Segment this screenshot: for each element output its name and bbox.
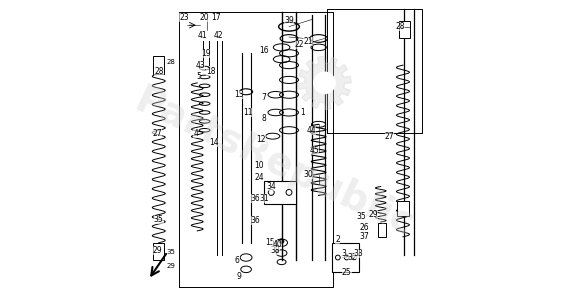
FancyBboxPatch shape — [153, 243, 164, 260]
Text: 14: 14 — [209, 138, 218, 147]
Text: 39: 39 — [284, 16, 294, 25]
Text: 9: 9 — [236, 272, 241, 281]
Text: 4: 4 — [193, 129, 198, 138]
Text: 17: 17 — [212, 13, 221, 22]
Text: 18: 18 — [206, 67, 216, 75]
Polygon shape — [298, 56, 351, 110]
Text: 20: 20 — [200, 13, 209, 22]
Text: 29: 29 — [153, 246, 162, 255]
Text: 44: 44 — [306, 126, 316, 135]
Circle shape — [335, 255, 340, 260]
Text: 16: 16 — [259, 46, 269, 55]
Circle shape — [344, 255, 349, 260]
FancyBboxPatch shape — [398, 21, 410, 38]
Text: PartsRepublic: PartsRepublic — [128, 81, 420, 244]
Text: 29: 29 — [166, 263, 175, 269]
Text: 12: 12 — [256, 135, 266, 144]
FancyBboxPatch shape — [378, 223, 386, 237]
Text: 41: 41 — [198, 31, 208, 40]
Text: 7: 7 — [261, 93, 266, 102]
Circle shape — [286, 189, 292, 195]
Text: 35: 35 — [166, 249, 175, 255]
Text: 27: 27 — [385, 132, 394, 141]
Text: 30: 30 — [303, 170, 313, 179]
Text: 42: 42 — [214, 31, 223, 40]
Text: 2: 2 — [335, 235, 340, 244]
Text: 40: 40 — [272, 240, 282, 249]
FancyBboxPatch shape — [153, 56, 164, 74]
Circle shape — [352, 255, 357, 260]
Circle shape — [279, 239, 284, 244]
Text: 27: 27 — [153, 129, 162, 138]
Text: 11: 11 — [243, 108, 253, 117]
FancyBboxPatch shape — [397, 201, 409, 216]
Text: 36: 36 — [250, 216, 260, 225]
Text: 28: 28 — [395, 22, 405, 31]
Text: 29: 29 — [369, 210, 378, 219]
Text: 36: 36 — [250, 194, 260, 203]
Text: 22: 22 — [295, 40, 304, 49]
Text: 28: 28 — [166, 59, 175, 65]
Text: 35: 35 — [357, 212, 366, 221]
Text: 5: 5 — [197, 73, 201, 81]
Text: 37: 37 — [360, 232, 369, 241]
Text: 13: 13 — [234, 90, 243, 99]
Text: 6: 6 — [235, 256, 240, 265]
Circle shape — [314, 72, 335, 94]
Text: 31: 31 — [259, 194, 269, 203]
Text: 10: 10 — [254, 161, 264, 170]
Text: 24: 24 — [254, 173, 264, 182]
Text: 28: 28 — [154, 67, 164, 75]
Text: 45: 45 — [309, 147, 319, 155]
Text: 35: 35 — [154, 215, 164, 223]
Text: 26: 26 — [360, 223, 369, 232]
Text: 34: 34 — [266, 182, 276, 191]
FancyBboxPatch shape — [264, 181, 297, 204]
Text: 19: 19 — [201, 49, 211, 58]
Text: 1: 1 — [300, 108, 305, 117]
FancyBboxPatch shape — [332, 243, 358, 272]
Text: 21: 21 — [303, 37, 313, 46]
Text: 33: 33 — [354, 249, 364, 258]
Text: 23: 23 — [179, 13, 189, 22]
Text: 32: 32 — [348, 253, 357, 262]
Text: 43: 43 — [195, 61, 205, 70]
Text: 38: 38 — [271, 246, 280, 255]
Text: 3: 3 — [342, 249, 346, 258]
Text: 8: 8 — [261, 114, 266, 123]
Circle shape — [268, 189, 274, 195]
Text: 15: 15 — [265, 238, 275, 247]
Text: 25: 25 — [342, 268, 351, 277]
